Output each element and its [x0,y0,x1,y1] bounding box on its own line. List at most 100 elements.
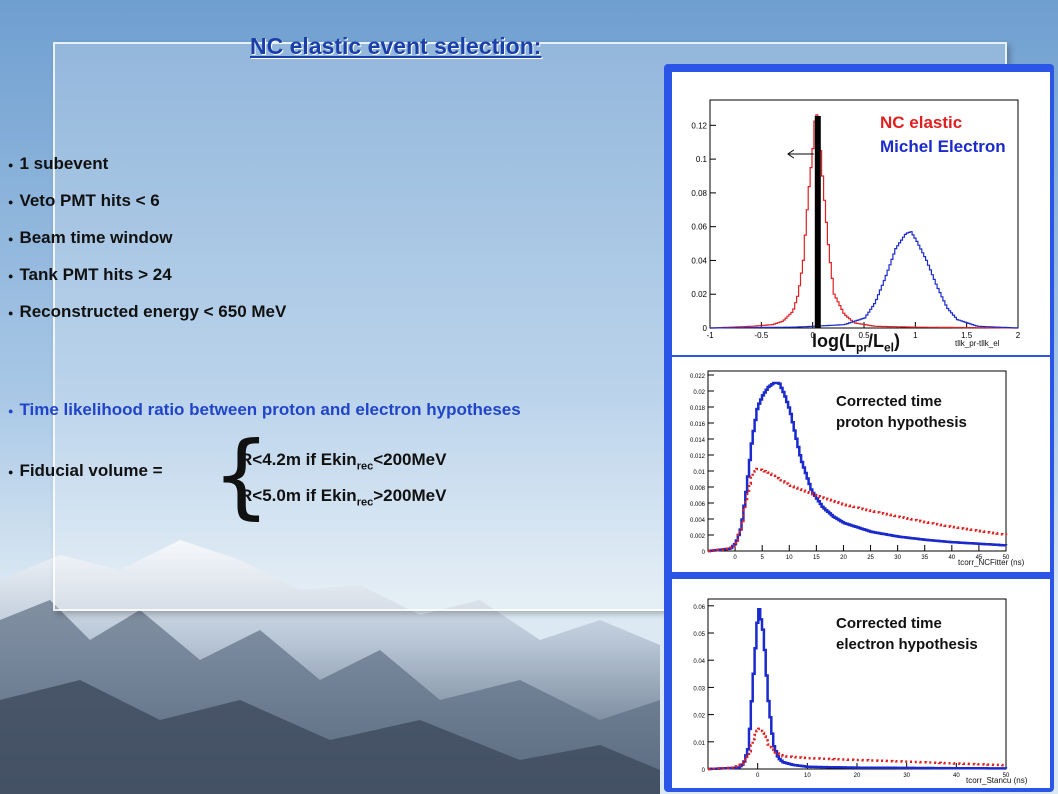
label-line-1: Corrected time [836,615,942,632]
bullet-dot: ● [8,196,14,207]
bullet-text: Reconstructed energy < 650 MeV [19,302,287,321]
y-tick-label: 0.08 [691,189,707,198]
xlab-main: log(L [812,331,856,351]
x-tick-label: 10 [804,773,811,779]
bullet-dot: ● [8,159,14,170]
legend-michel-electron: Michel Electron [880,136,1006,156]
y-tick-label: 0.02 [693,390,705,396]
x-tick-label: 0 [756,773,760,779]
xlab-mid: /L [867,331,884,351]
y-tick-label: 0.008 [690,486,706,492]
y-tick-label: 0.02 [691,290,707,299]
series-line-2 [708,727,1008,771]
y-tick-label: 0.02 [693,714,705,720]
cut-arrow-head [787,149,795,159]
x-tick-label: 0 [733,555,737,561]
x-axis-name: tllk_pr-tllk_el [955,339,1000,348]
y-tick-label: 0.002 [690,534,706,540]
y-tick-label: 0.006 [690,502,706,508]
y-tick-label: 0.01 [693,741,705,747]
y-tick-label: 0.004 [690,518,706,524]
y-tick-label: 0.01 [693,470,705,476]
electron-time-chart: 0 0.01 0.02 0.03 0.04 0.05 0.06 0 10 20 30 40 50 [693,598,1010,779]
likelihood-ratio-plot: 0 0.02 0.04 0.06 0.08 0.1 0.12 -1 -0.5 0 0.5 1 1.5 2 … [672,72,1050,355]
label-line-1: Corrected time [836,393,942,410]
bullet-3: ● Beam time window [8,228,172,248]
y-tick-label: 0 [702,550,706,556]
x-tick-label: 25 [867,555,874,561]
label-line-2: electron hypothesis [836,636,978,653]
y-tick-label: 0.04 [693,659,705,665]
y-tick-label: 0.12 [691,121,707,130]
x-axis-label: log(Lpr/Lel) [812,331,900,355]
xlab-end: ) [894,331,900,351]
y-tick-label: 0 [703,324,708,333]
series-line-1 [708,381,1008,553]
xlab-sub1: pr [855,340,868,355]
xlab-sub2: el [883,340,894,355]
x-tick-label: 50 [1003,773,1010,779]
proton-time-chart: 0 0.002 0.004 0.006 0.008 0.01 0.012 0.014 0.016… [690,370,1010,561]
bullet-text: Tank PMT hits > 24 [19,265,172,284]
likelihood-ratio-chart: 0 0.02 0.04 0.06 0.08 0.1 0.12 -1 -0.5 0 0.5 1 1.5 2 [691,99,1021,340]
y-tick-label: 0.022 [690,374,706,380]
y-tick-label: 0.04 [691,256,707,265]
x-tick-label: 30 [894,555,901,561]
y-tick-label: 0.018 [690,406,706,412]
x-tick-label: 50 [1003,555,1010,561]
cond-sub: rec [356,496,374,509]
x-tick-label: 0 [810,331,815,340]
x-tick-label: 30 [903,773,910,779]
proton-plot-label: Corrected time proton hypothesis [830,389,973,435]
x-tick-label: 20 [840,555,847,561]
electron-time-plot: 0 0.01 0.02 0.03 0.04 0.05 0.06 0 10 20 30 40 50 Cor… [672,579,1050,788]
bullet-text: Time likelihood ratio between proton and… [19,400,521,419]
x-tick-label: 0.5 [858,331,870,340]
x-tick-label: -0.5 [754,331,768,340]
bullet-dot: ● [8,405,14,416]
cond-sub: rec [356,460,374,473]
bullet-fiducial: ● Fiducial volume = [8,461,163,481]
bullet-dot: ● [8,233,14,244]
curly-brace: { [212,422,271,529]
bullet-text: Fiducial volume = [19,461,163,480]
x-tick-label: 40 [953,773,960,779]
plot-legend: NC elastic Michel Electron [872,108,1014,162]
bullet-1: ● 1 subevent [8,154,108,174]
bullet-time-likelihood: ● Time likelihood ratio between proton an… [8,400,521,420]
bullet-text: 1 subevent [19,154,109,173]
bullet-4: ● Tank PMT hits > 24 [8,265,172,285]
y-tick-label: 0.03 [693,686,705,692]
y-tick-label: 0 [702,768,706,774]
fiducial-condition-2: R<5.0m if Ekinrec>200MeV [240,486,446,508]
x-tick-label: 1.5 [961,331,973,340]
x-tick-label: 35 [921,555,928,561]
bullet-2: ● Veto PMT hits < 6 [8,191,160,211]
bullet-text: Beam time window [19,228,173,247]
x-tick-label: 2 [1016,331,1021,340]
cond-prefix: R<5.0m if Ekin [240,486,357,505]
x-axis-name: tcorr_NCFitter (ns) [958,558,1025,567]
x-tick-label: 15 [813,555,820,561]
x-axis-name: tcorr_Stancu (ns) [966,776,1028,785]
y-tick-label: 0.1 [696,155,708,164]
x-tick-label: 20 [854,773,861,779]
cond-prefix: R<4.2m if Ekin [240,450,357,469]
y-tick-label: 0.06 [691,223,707,232]
series-line-2 [710,231,1019,329]
y-tick-label: 0.06 [693,605,705,611]
x-tick-label: 10 [786,555,793,561]
series-line-2 [708,467,1008,553]
legend-nc-elastic: NC elastic [880,113,963,132]
x-tick-label: -1 [706,331,714,340]
x-tick-label: 45 [976,555,983,561]
y-tick-label: 0.014 [690,438,706,444]
bullet-dot: ● [8,307,14,318]
proton-time-plot: 0 0.002 0.004 0.006 0.008 0.01 0.012 0.014 0.016… [672,357,1050,572]
bullet-dot: ● [8,270,14,281]
electron-plot-label: Corrected time electron hypothesis [830,611,984,657]
label-line-2: proton hypothesis [836,414,967,431]
y-tick-label: 0.012 [690,454,706,460]
cond-suffix: >200MeV [373,486,447,505]
series-line-1 [708,607,1008,771]
